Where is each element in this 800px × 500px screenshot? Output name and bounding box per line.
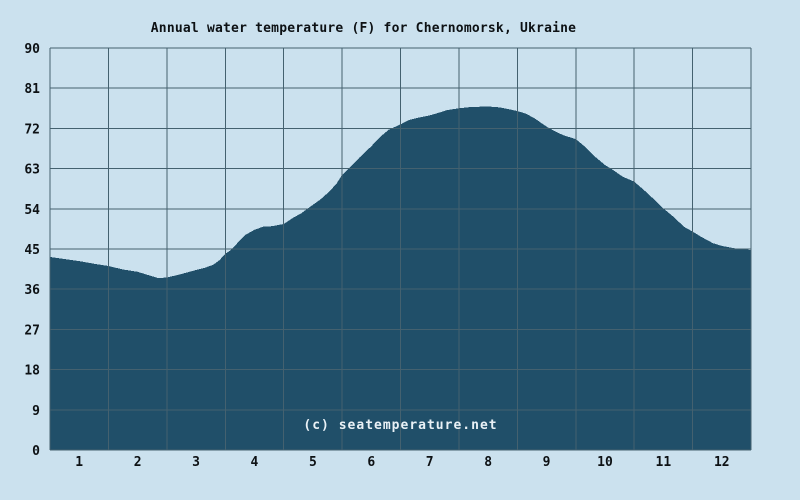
y-tick-label: 0	[32, 444, 40, 459]
x-tick-label: 9	[543, 455, 551, 470]
y-tick-label: 18	[24, 364, 40, 379]
x-tick-label: 11	[656, 455, 672, 470]
x-tick-label: 4	[251, 455, 259, 470]
x-tick-label: 6	[367, 455, 375, 470]
x-tick-label: 8	[484, 455, 492, 470]
x-tick-label: 5	[309, 455, 317, 470]
y-tick-label: 81	[24, 82, 40, 97]
y-tick-label: 36	[24, 283, 40, 298]
y-tick-label: 9	[32, 404, 40, 419]
x-tick-label: 7	[426, 455, 434, 470]
y-tick-label: 72	[24, 122, 40, 137]
chart-title: Annual water temperature (F) for Chernom…	[150, 21, 577, 36]
y-tick-label: 90	[24, 42, 40, 57]
x-tick-label: 12	[714, 455, 730, 470]
y-tick-label: 27	[24, 323, 40, 338]
x-tick-label: 2	[134, 455, 142, 470]
watermark: (c) seatemperature.net	[303, 418, 498, 433]
x-tick-label: 10	[597, 455, 613, 470]
x-tick-label: 1	[75, 455, 83, 470]
y-tick-label: 54	[24, 203, 40, 218]
x-tick-label: 3	[192, 455, 200, 470]
y-tick-label: 63	[24, 163, 40, 178]
y-tick-label: 45	[24, 243, 40, 258]
